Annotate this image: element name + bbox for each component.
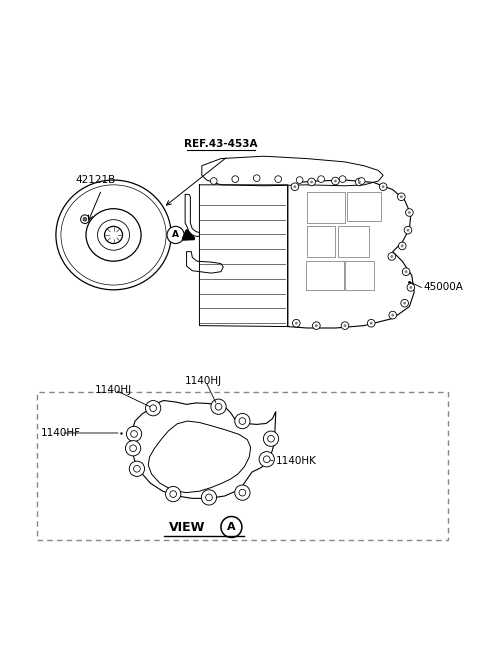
Circle shape [275, 176, 281, 182]
Circle shape [239, 489, 246, 496]
Circle shape [239, 418, 246, 424]
Circle shape [367, 319, 375, 327]
Circle shape [167, 226, 184, 243]
Text: REF.43-453A: REF.43-453A [184, 139, 258, 149]
Circle shape [235, 485, 250, 501]
Circle shape [332, 177, 339, 185]
Circle shape [400, 195, 403, 198]
Circle shape [379, 183, 387, 190]
Text: 1140HJ: 1140HJ [95, 385, 132, 395]
Circle shape [235, 413, 250, 428]
Circle shape [296, 176, 303, 184]
Circle shape [405, 270, 408, 273]
Circle shape [264, 431, 279, 446]
Circle shape [264, 456, 270, 462]
Circle shape [253, 174, 260, 182]
Circle shape [126, 426, 142, 441]
Circle shape [259, 451, 275, 467]
Circle shape [166, 487, 181, 502]
Circle shape [403, 302, 406, 304]
Circle shape [398, 242, 406, 250]
Circle shape [130, 445, 136, 451]
Text: A: A [172, 230, 179, 239]
Circle shape [81, 215, 89, 224]
Circle shape [211, 399, 226, 415]
Circle shape [308, 178, 315, 186]
Circle shape [339, 176, 346, 182]
Bar [338, 226, 369, 257]
Circle shape [133, 466, 140, 472]
Circle shape [407, 229, 409, 232]
Circle shape [201, 490, 216, 505]
Circle shape [215, 403, 222, 410]
Circle shape [83, 217, 87, 221]
Circle shape [205, 494, 212, 501]
Circle shape [125, 441, 141, 456]
Circle shape [370, 322, 372, 325]
Circle shape [145, 401, 161, 416]
Text: 42121B: 42121B [75, 175, 116, 185]
Circle shape [397, 193, 405, 201]
Circle shape [402, 268, 410, 276]
Circle shape [129, 461, 144, 476]
Bar [307, 192, 345, 223]
Text: 1140HJ: 1140HJ [185, 377, 222, 386]
Text: VIEW: VIEW [169, 520, 205, 533]
Text: A: A [227, 522, 236, 532]
Text: 45000A: 45000A [424, 283, 464, 293]
Circle shape [408, 211, 411, 214]
Circle shape [382, 185, 384, 188]
Circle shape [318, 176, 324, 182]
Circle shape [295, 322, 298, 325]
Circle shape [356, 178, 363, 186]
Circle shape [341, 322, 349, 329]
Circle shape [389, 312, 396, 319]
Bar [37, 392, 447, 541]
Circle shape [358, 180, 361, 184]
Circle shape [310, 180, 313, 184]
Circle shape [315, 324, 318, 327]
Circle shape [291, 183, 299, 190]
Circle shape [232, 176, 239, 182]
Circle shape [150, 405, 156, 411]
Circle shape [312, 322, 320, 329]
Circle shape [131, 430, 137, 438]
Bar [307, 226, 336, 257]
Circle shape [404, 226, 412, 234]
Text: 1140HF: 1140HF [40, 428, 81, 438]
Bar [348, 192, 381, 220]
Circle shape [293, 185, 296, 188]
Circle shape [359, 178, 365, 184]
Circle shape [292, 319, 300, 327]
Circle shape [401, 299, 408, 307]
Circle shape [407, 283, 415, 291]
Circle shape [344, 324, 347, 327]
Bar [306, 261, 344, 290]
Bar [345, 261, 373, 290]
Text: 1140HK: 1140HK [276, 456, 317, 466]
Circle shape [170, 491, 177, 497]
Circle shape [409, 286, 412, 289]
Circle shape [210, 178, 217, 184]
Circle shape [388, 253, 396, 260]
Circle shape [406, 209, 413, 216]
Circle shape [390, 255, 393, 258]
Circle shape [268, 436, 275, 442]
Circle shape [334, 180, 337, 182]
Circle shape [401, 245, 404, 247]
Circle shape [391, 314, 394, 317]
